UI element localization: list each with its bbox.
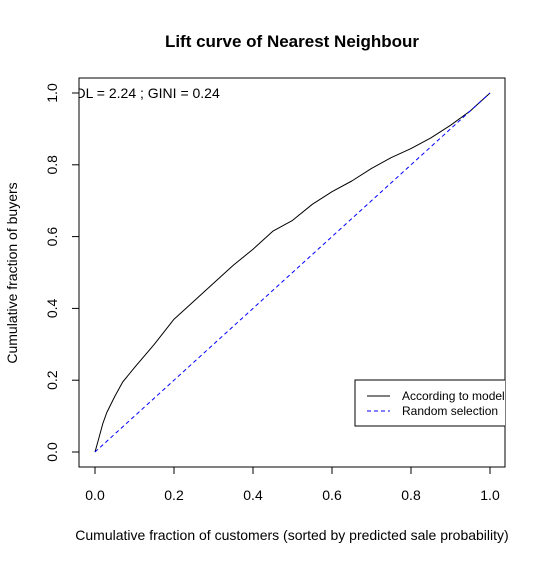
y-tick-label: 0.4 — [44, 298, 60, 318]
x-tick-label: 0.6 — [322, 487, 342, 503]
legend: According to model Random selection — [354, 379, 505, 427]
y-axis-label: Cumulative fraction of buyers — [4, 182, 20, 363]
y-tick-label: 0.6 — [44, 227, 60, 247]
legend-label-random: Random selection — [402, 404, 498, 418]
y-tick-label: 0.8 — [44, 155, 60, 175]
y-tick-label: 0.0 — [44, 442, 60, 462]
chart-title: Lift curve of Nearest Neighbour — [165, 32, 419, 51]
legend-box — [354, 379, 505, 427]
series-line-model — [94, 92, 491, 453]
series-line-random — [94, 92, 491, 453]
y-tick-label: 1.0 — [44, 83, 60, 103]
y-tick-label: 0.2 — [44, 370, 60, 390]
metrics-annotation: TOPDL = 2.24 ; GINI = 0.24 — [47, 85, 220, 101]
x-tick-label: 1.0 — [480, 487, 500, 503]
legend-label-model: According to model — [402, 389, 505, 403]
x-tick-label: 0.4 — [243, 487, 263, 503]
series-layer — [94, 92, 491, 453]
y-axis: 0.0 0.2 0.4 0.6 0.8 1.0 — [44, 83, 80, 462]
x-tick-label: 0.0 — [85, 487, 105, 503]
x-axis-label: Cumulative fraction of customers (sorted… — [75, 527, 508, 543]
x-tick-label: 0.2 — [164, 487, 184, 503]
x-tick-label: 0.8 — [401, 487, 421, 503]
x-axis: 0.0 0.2 0.4 0.6 0.8 1.0 — [85, 466, 500, 503]
